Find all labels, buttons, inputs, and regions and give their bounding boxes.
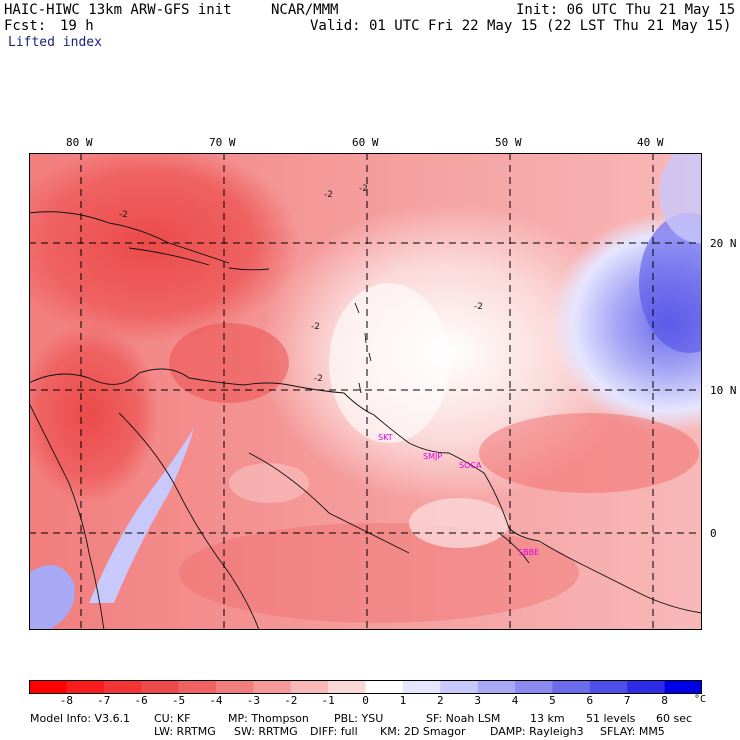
footer-sflay: SFLAY: MM5 <box>600 725 665 738</box>
forecast-hour: 19 h <box>60 18 94 34</box>
footer-sf: SF: Noah LSM <box>426 712 501 725</box>
pale-patch-2 <box>409 498 509 548</box>
colorbar-tick-label: 4 <box>511 694 519 707</box>
colorbar-tick-label: 2 <box>436 694 444 707</box>
unstable-atlantic-itcz <box>479 413 699 493</box>
colorbar-swatch <box>402 680 441 694</box>
colorbar-swatch <box>290 680 329 694</box>
footer-sw: SW: RRTMG <box>234 725 298 738</box>
colorbar-swatch <box>66 680 105 694</box>
colorbar-swatch <box>365 680 404 694</box>
contour-label: -2 <box>474 302 483 312</box>
lon-label-70w: 70 W <box>209 136 236 149</box>
footer-diff: DIFF: full <box>310 725 358 738</box>
unstable-caribbean <box>29 153 299 343</box>
colorbar-tick-label: -7 <box>97 694 111 707</box>
contour-label: -2 <box>324 190 333 200</box>
lon-label-60w: 60 W <box>352 136 379 149</box>
colorbar-swatch <box>589 680 628 694</box>
footer-cu: CU: KF <box>154 712 191 725</box>
lat-label-20n: 20 N <box>710 237 737 250</box>
map-frame <box>29 153 702 630</box>
colorbar-tick-label: -2 <box>284 694 298 707</box>
colorbar-tick-label: 7 <box>623 694 631 707</box>
colorbar-unit: °C <box>694 694 707 705</box>
lifted-index-map: -2 -2 -2 -2 -2 -2 SKT SMJP SOCA SBBE <box>29 153 702 630</box>
unstable-colombia <box>29 323 159 503</box>
contour-label: -2 <box>359 184 368 194</box>
colorbar-tick-label: 0 <box>362 694 369 707</box>
colorbar-swatch <box>141 680 180 694</box>
colorbar-frame <box>29 680 702 694</box>
lon-label-80w: 80 W <box>66 136 93 149</box>
valid-time: Valid: 01 UTC Fri 22 May 15 (22 LST Thu … <box>310 18 732 34</box>
colorbar-tick-label: -1 <box>321 694 335 707</box>
graticule <box>29 153 702 630</box>
footer-pbl: PBL: YSU <box>334 712 384 725</box>
coastlines <box>29 211 702 630</box>
colorbar-swatch <box>515 680 553 694</box>
colorbar <box>29 680 702 694</box>
andes-stable-band <box>89 428 194 603</box>
footer-mp: MP: Thompson <box>228 712 309 725</box>
lat-label-10n: 10 N <box>710 384 737 397</box>
colorbar-tick-label: 1 <box>399 694 407 707</box>
colorbar-swatch <box>440 680 479 694</box>
footer-timestep: 60 sec <box>656 712 693 725</box>
init-time: Init: 06 UTC Thu 21 May 15 <box>516 2 736 18</box>
footer-model-info: Model Info: V3.6.1 <box>30 712 131 725</box>
contour-label: -2 <box>314 374 323 384</box>
colorbar-tick-label: -8 <box>59 694 73 707</box>
station-label: SKT <box>378 433 393 442</box>
colorbar-swatch <box>552 680 591 694</box>
colorbar-swatch <box>253 680 292 694</box>
station-label: SBBE <box>518 548 539 557</box>
lon-label-50w: 50 W <box>495 136 522 149</box>
colorbar-swatch <box>103 680 142 694</box>
station-label: SOCA <box>459 461 482 470</box>
colorbar-tick-label: -4 <box>209 694 223 707</box>
model-title: HAIC-HIWC 13km ARW-GFS init <box>4 2 232 18</box>
pale-patch-1 <box>229 463 309 503</box>
footer-damp: DAMP: Rayleigh3 <box>490 725 584 738</box>
colorbar-swatch <box>477 680 516 694</box>
colorbar-tick-label: 5 <box>549 694 556 707</box>
contour-label: -2 <box>119 210 128 220</box>
colorbar-swatch <box>178 680 217 694</box>
stable-region-sw <box>29 565 75 630</box>
org-label: NCAR/MMM <box>271 2 339 18</box>
stable-core-east <box>639 213 702 353</box>
lat-label-0: 0 <box>710 527 717 540</box>
lon-label-40w: 40 W <box>637 136 664 149</box>
contour-label: -2 <box>311 322 320 332</box>
forecast-label: Fcst: <box>4 18 47 34</box>
unstable-amazon <box>179 523 579 623</box>
field-name: Lifted index <box>8 35 102 50</box>
colorbar-swatch <box>664 680 702 694</box>
colorbar-swatch <box>29 680 67 694</box>
stable-region-ne <box>659 153 702 243</box>
unstable-venezuela <box>169 323 289 403</box>
near-zero-region <box>259 203 639 503</box>
footer-levels: 51 levels <box>586 712 636 725</box>
colorbar-tick-label: 6 <box>586 694 594 707</box>
colorbar-swatch <box>328 680 366 694</box>
colorbar-swatch <box>627 680 666 694</box>
colorbar-tick-label: -3 <box>246 694 260 707</box>
footer-km: KM: 2D Smagor <box>380 725 466 738</box>
colorbar-tick-label: 8 <box>661 694 668 707</box>
neutral-core <box>329 283 449 443</box>
colorbar-tick-label: -5 <box>171 694 186 707</box>
station-label: SMJP <box>423 452 442 461</box>
colorbar-tick-label: -6 <box>134 694 148 707</box>
colorbar-tick-label: 3 <box>474 694 481 707</box>
footer-resolution: 13 km <box>530 712 565 725</box>
colorbar-swatch <box>215 680 254 694</box>
footer-lw: LW: RRTMG <box>154 725 216 738</box>
